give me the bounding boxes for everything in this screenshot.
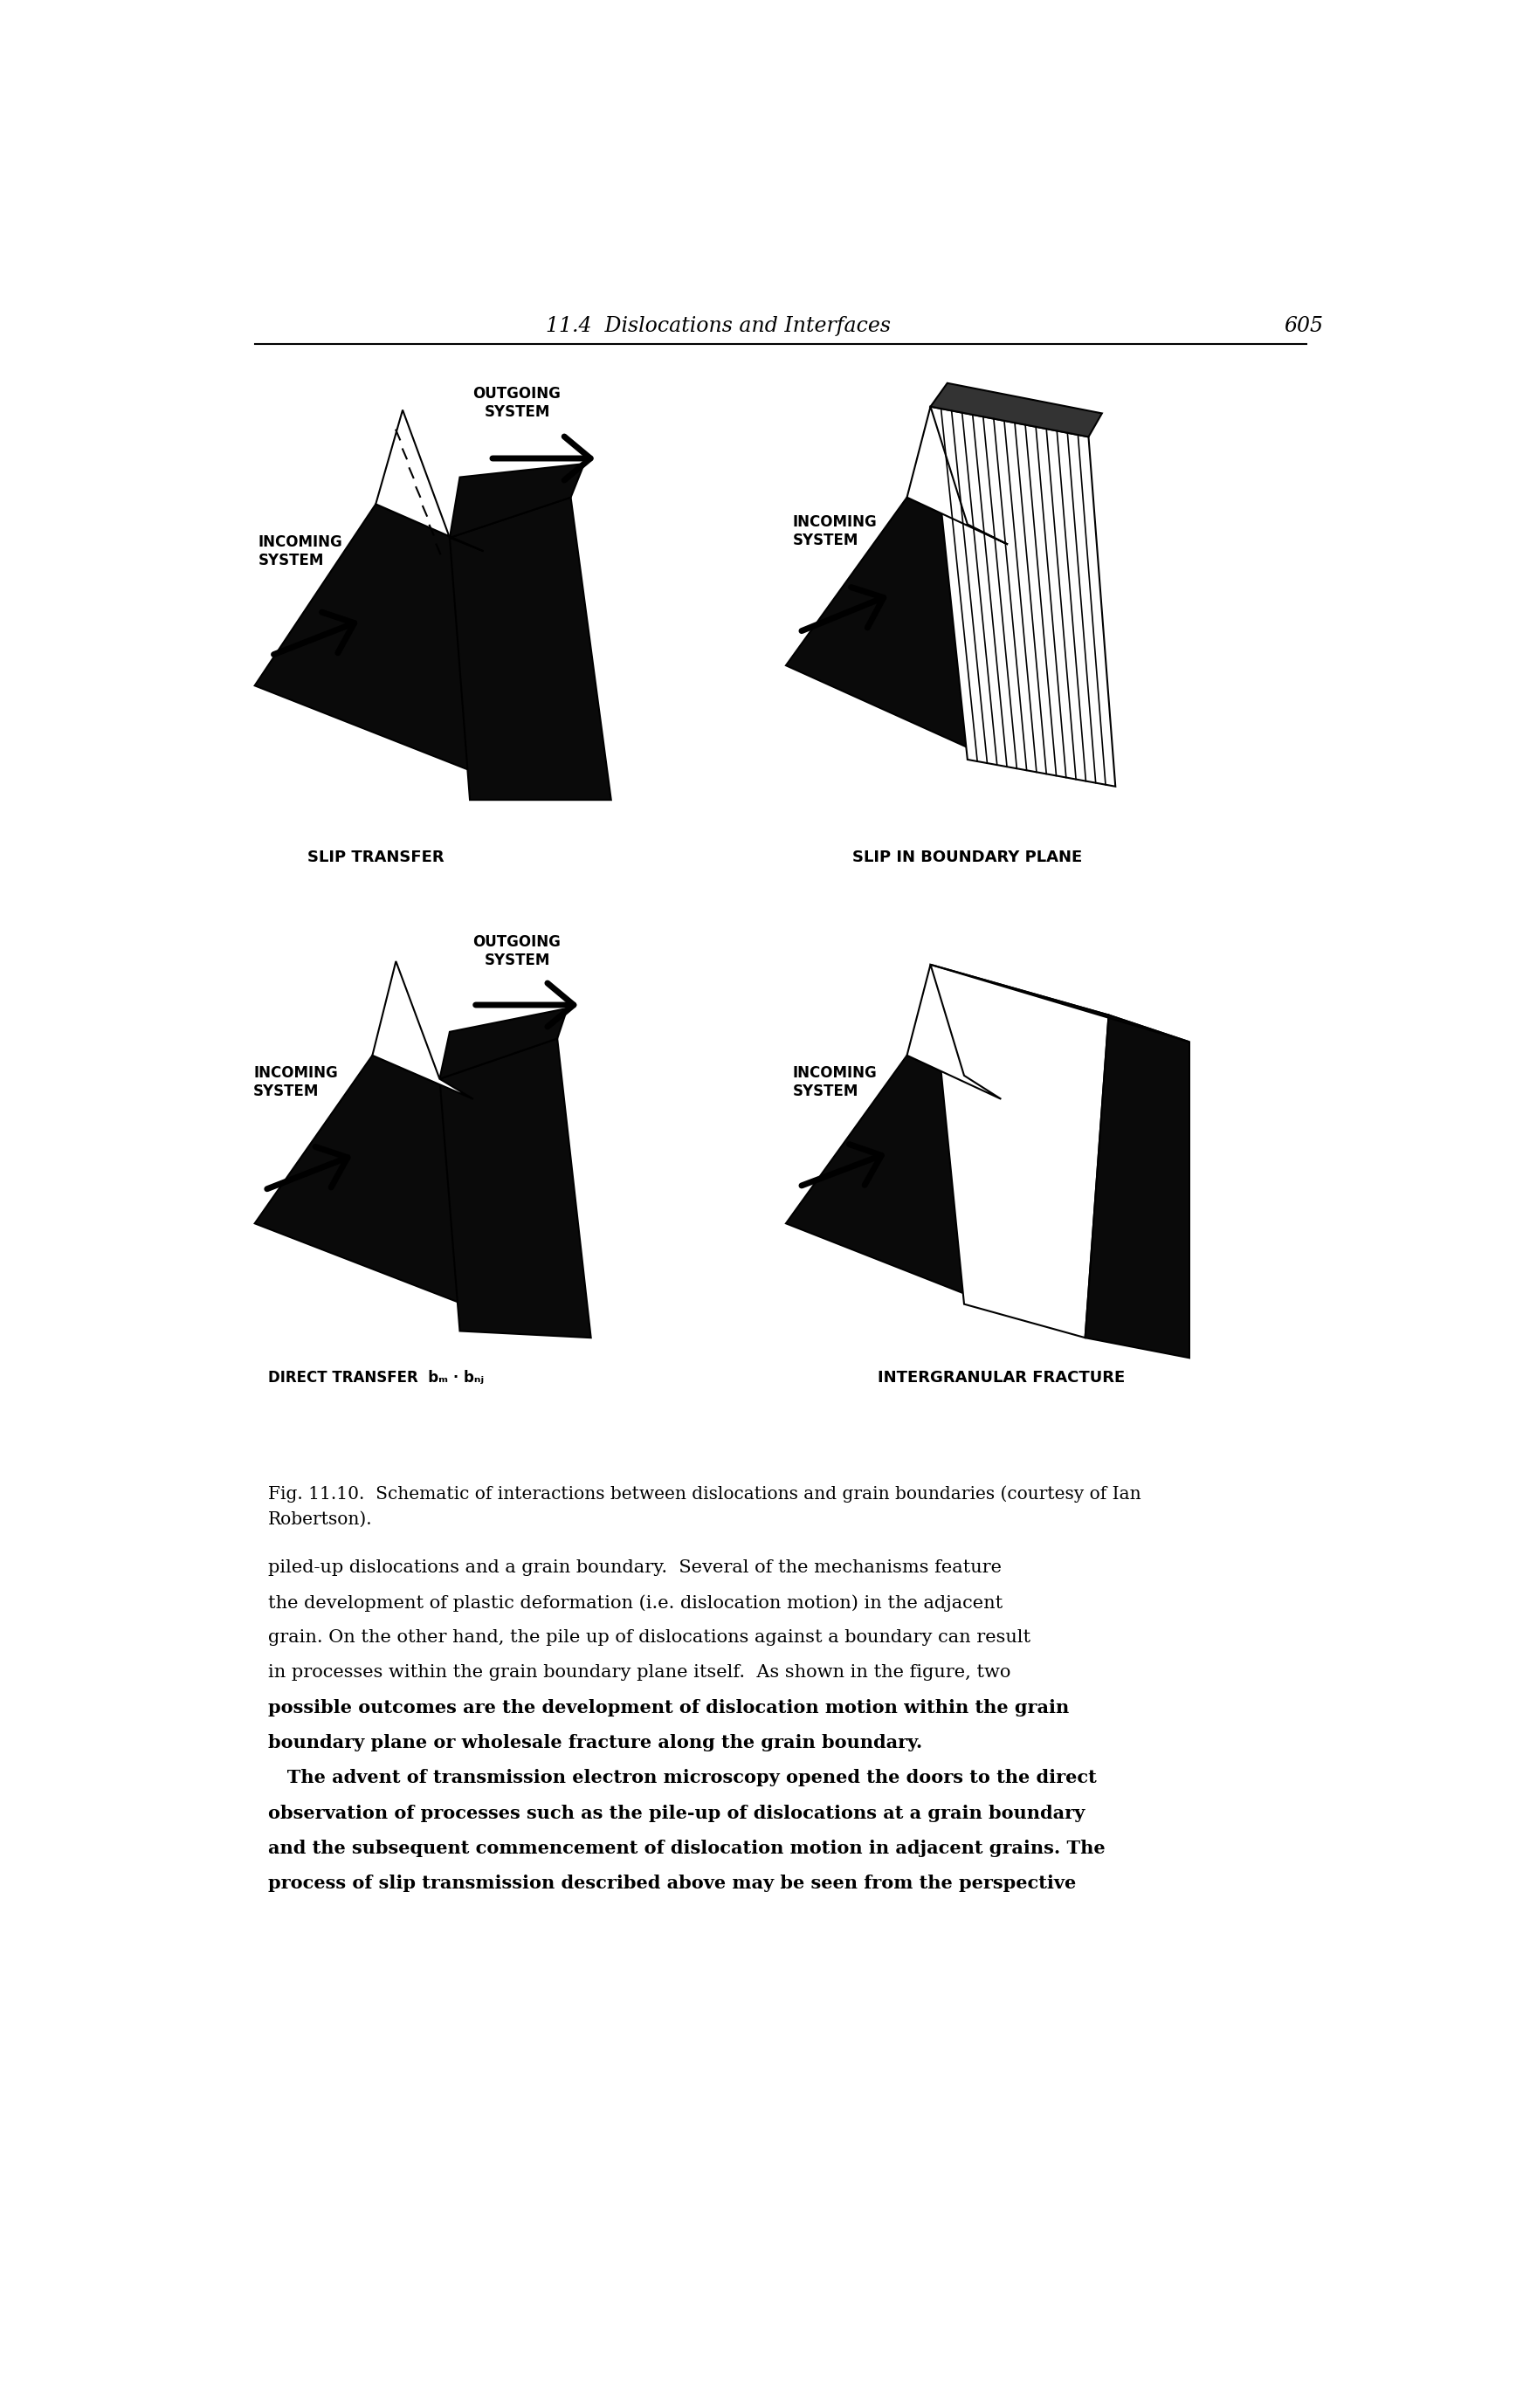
Polygon shape (376, 409, 483, 551)
Polygon shape (931, 383, 1103, 436)
Polygon shape (373, 961, 474, 1098)
Text: SLIP IN BOUNDARY PLANE: SLIP IN BOUNDARY PLANE (853, 850, 1083, 864)
Polygon shape (254, 503, 483, 773)
Text: and the subsequent commencement of dislocation motion in adjacent grains. The: and the subsequent commencement of dislo… (268, 1840, 1106, 1857)
Text: The advent of transmission electron microscopy opened the doors to the direct: The advent of transmission electron micr… (268, 1770, 1097, 1787)
Text: DIRECT TRANSFER  bₘ · bₙⱼ: DIRECT TRANSFER bₘ · bₙⱼ (268, 1370, 484, 1387)
Polygon shape (931, 407, 1115, 787)
Text: SLIP TRANSFER: SLIP TRANSFER (308, 850, 445, 864)
Text: grain. On the other hand, the pile up of dislocations against a boundary can res: grain. On the other hand, the pile up of… (268, 1630, 1031, 1647)
Text: process of slip transmission described above may be seen from the perspective: process of slip transmission described a… (268, 1873, 1077, 1893)
Polygon shape (786, 1055, 1001, 1305)
Polygon shape (931, 966, 1109, 1339)
Text: piled-up dislocations and a grain boundary.  Several of the mechanisms feature: piled-up dislocations and a grain bounda… (268, 1560, 1002, 1577)
Text: OUTGOING
SYSTEM: OUTGOING SYSTEM (474, 934, 560, 968)
Text: 605: 605 (1284, 315, 1323, 337)
Text: Fig. 11.10.  Schematic of interactions between dislocations and grain boundaries: Fig. 11.10. Schematic of interactions be… (268, 1486, 1141, 1503)
Polygon shape (931, 966, 1189, 1043)
Polygon shape (254, 1055, 474, 1305)
Text: possible outcomes are the development of dislocation motion within the grain: possible outcomes are the development of… (268, 1700, 1069, 1717)
Polygon shape (786, 498, 1008, 759)
Polygon shape (449, 498, 611, 799)
Text: Robertson).: Robertson). (268, 1512, 373, 1527)
Text: the development of plastic deformation (i.e. dislocation motion) in the adjacent: the development of plastic deformation (… (268, 1594, 1002, 1611)
Text: OUTGOING
SYSTEM: OUTGOING SYSTEM (474, 385, 560, 419)
Polygon shape (908, 407, 1008, 544)
Polygon shape (449, 465, 585, 537)
Polygon shape (440, 1038, 591, 1339)
Text: INTERGRANULAR FRACTURE: INTERGRANULAR FRACTURE (877, 1370, 1125, 1387)
Polygon shape (440, 1009, 568, 1079)
Polygon shape (908, 966, 1001, 1098)
Text: INCOMING
SYSTEM: INCOMING SYSTEM (257, 535, 343, 568)
Text: 11.4  Dislocations and Interfaces: 11.4 Dislocations and Interfaces (547, 315, 891, 337)
Text: boundary plane or wholesale fracture along the grain boundary.: boundary plane or wholesale fracture alo… (268, 1734, 923, 1753)
Text: observation of processes such as the pile-up of dislocations at a grain boundary: observation of processes such as the pil… (268, 1804, 1084, 1823)
Text: INCOMING
SYSTEM: INCOMING SYSTEM (792, 513, 877, 549)
Polygon shape (1086, 1016, 1189, 1358)
Text: INCOMING
SYSTEM: INCOMING SYSTEM (792, 1064, 877, 1098)
Text: in processes within the grain boundary plane itself.  As shown in the figure, tw: in processes within the grain boundary p… (268, 1664, 1011, 1681)
Text: INCOMING
SYSTEM: INCOMING SYSTEM (253, 1064, 338, 1098)
